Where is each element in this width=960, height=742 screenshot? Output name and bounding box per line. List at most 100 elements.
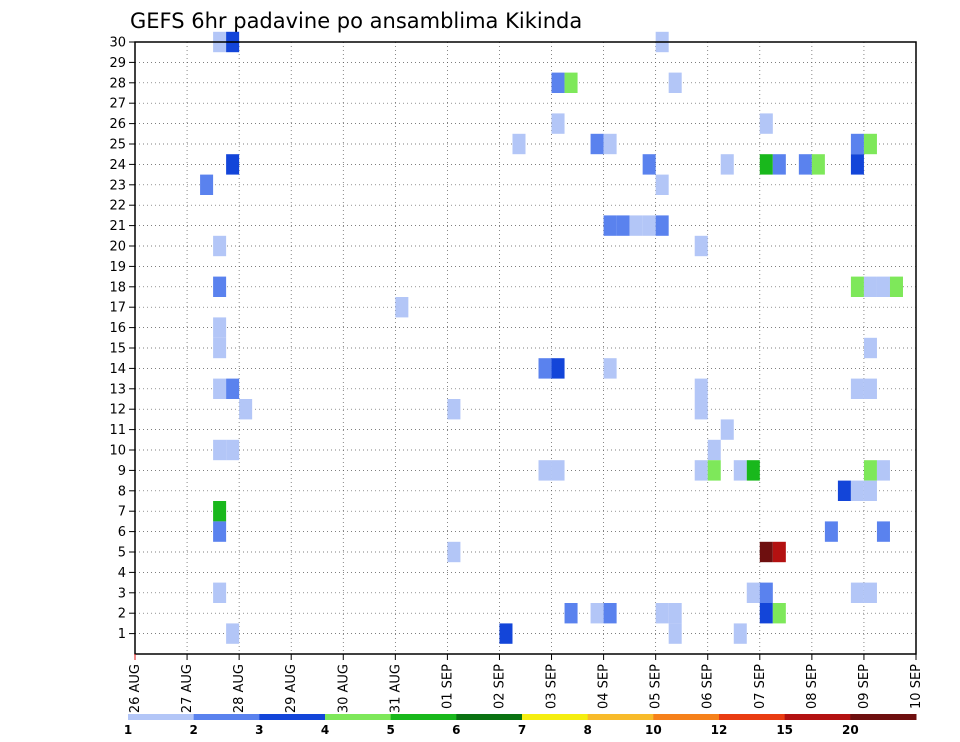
y-tick-label: 2: [118, 607, 126, 622]
x-tick-label: 30 AUG: [336, 664, 351, 713]
data-cell: [655, 174, 669, 195]
data-cell: [876, 521, 890, 542]
data-cell: [603, 133, 617, 155]
data-cell: [226, 154, 240, 175]
colorbar-label: 6: [452, 723, 460, 737]
data-cell: [772, 541, 786, 563]
colorbar-swatch: [719, 714, 786, 720]
y-tick-label: 26: [109, 117, 126, 132]
data-cell: [447, 541, 461, 563]
colorbar-label: 3: [255, 723, 263, 737]
colorbar-label: 5: [386, 723, 394, 737]
data-cell: [863, 276, 877, 297]
data-cell: [642, 154, 656, 175]
data-cell: [668, 72, 682, 93]
data-cell: [538, 358, 552, 379]
data-cell: [213, 439, 227, 461]
data-cell: [551, 113, 565, 134]
colorbar-swatch: [390, 714, 457, 720]
data-cell: [811, 154, 825, 175]
data-cell: [226, 623, 240, 644]
data-cell: [213, 337, 227, 359]
data-cell: [759, 603, 773, 624]
data-cell: [837, 480, 851, 501]
data-cell: [863, 337, 877, 359]
y-tick-label: 22: [109, 199, 126, 214]
y-tick-label: 19: [109, 260, 126, 275]
data-cell: [889, 276, 903, 297]
x-tick-label: 05 SEP: [649, 664, 664, 709]
data-cell: [551, 460, 565, 481]
data-cell: [824, 521, 838, 542]
colorbar-label: 8: [583, 723, 591, 737]
data-cell: [603, 215, 617, 236]
data-cell: [759, 541, 773, 563]
data-cell: [447, 399, 461, 420]
y-tick-label: 12: [109, 403, 126, 418]
y-tick-label: 23: [109, 178, 126, 193]
data-cell: [759, 113, 773, 134]
data-cell: [772, 154, 786, 175]
data-cell: [863, 378, 877, 399]
x-tick-label: 07 SEP: [753, 664, 768, 709]
data-cell: [733, 460, 747, 481]
colorbar-swatch: [653, 714, 720, 720]
data-cell: [603, 603, 617, 624]
x-axis: 26 AUG 27 AUG 28 AUG 29 AUG 30 AUG 31 AUG 01 S…: [128, 654, 924, 713]
data-cell: [876, 460, 890, 481]
data-cell: [499, 623, 513, 644]
data-cell: [226, 378, 240, 399]
y-tick-label: 8: [118, 484, 126, 499]
data-cell: [551, 72, 565, 93]
data-cell: [213, 521, 227, 542]
data-cell: [538, 460, 552, 481]
data-cell: [746, 460, 760, 481]
data-cell: [746, 582, 760, 603]
colorbar-label: 10: [645, 723, 662, 737]
data-cell: [213, 378, 227, 399]
data-cell: [668, 623, 682, 644]
colorbar-swatch: [128, 714, 195, 720]
x-tick-label: 01 SEP: [440, 664, 455, 709]
data-cell: [551, 358, 565, 379]
y-tick-label: 17: [109, 301, 126, 316]
data-cell: [694, 378, 708, 399]
data-cell: [655, 215, 669, 236]
y-tick-label: 13: [109, 382, 126, 397]
y-tick-label: 25: [109, 138, 126, 153]
y-tick-label: 5: [118, 546, 126, 561]
data-cell: [720, 419, 734, 440]
data-cell: [564, 603, 578, 624]
data-cell: [694, 235, 708, 257]
y-tick-label: 10: [109, 444, 126, 459]
data-cell: [720, 154, 734, 175]
x-tick-label: 03 SEP: [545, 664, 560, 709]
x-tick-label: 28 AUG: [232, 664, 247, 713]
x-tick-label: 29 AUG: [284, 664, 299, 713]
x-tick-label: 31 AUG: [388, 664, 403, 713]
data-cell: [863, 133, 877, 155]
y-tick-label: 7: [118, 505, 126, 520]
y-tick-label: 29: [109, 56, 126, 71]
y-tick-label: 11: [109, 423, 126, 438]
x-tick-label: 10 SEP: [909, 664, 924, 709]
data-cell: [863, 582, 877, 603]
data-cell: [759, 582, 773, 603]
y-tick-label: 3: [118, 586, 126, 601]
x-tick-label: 06 SEP: [701, 664, 716, 709]
data-cell: [876, 276, 890, 297]
data-cell: [226, 439, 240, 461]
colorbar-label: 20: [842, 723, 859, 737]
data-cell: [772, 603, 786, 624]
colorbar-swatch: [325, 714, 392, 720]
y-tick-label: 9: [118, 464, 126, 479]
colorbar-swatch: [522, 714, 589, 720]
data-cell: [642, 215, 656, 236]
x-tick-label: 04 SEP: [597, 664, 612, 709]
colorbar-label: 12: [711, 723, 728, 737]
data-cell: [213, 317, 227, 338]
y-tick-label: 6: [118, 525, 126, 540]
colorbar-label: 4: [321, 723, 329, 737]
x-tick-label: 09 SEP: [857, 664, 872, 709]
x-tick-label: 08 SEP: [805, 664, 820, 709]
